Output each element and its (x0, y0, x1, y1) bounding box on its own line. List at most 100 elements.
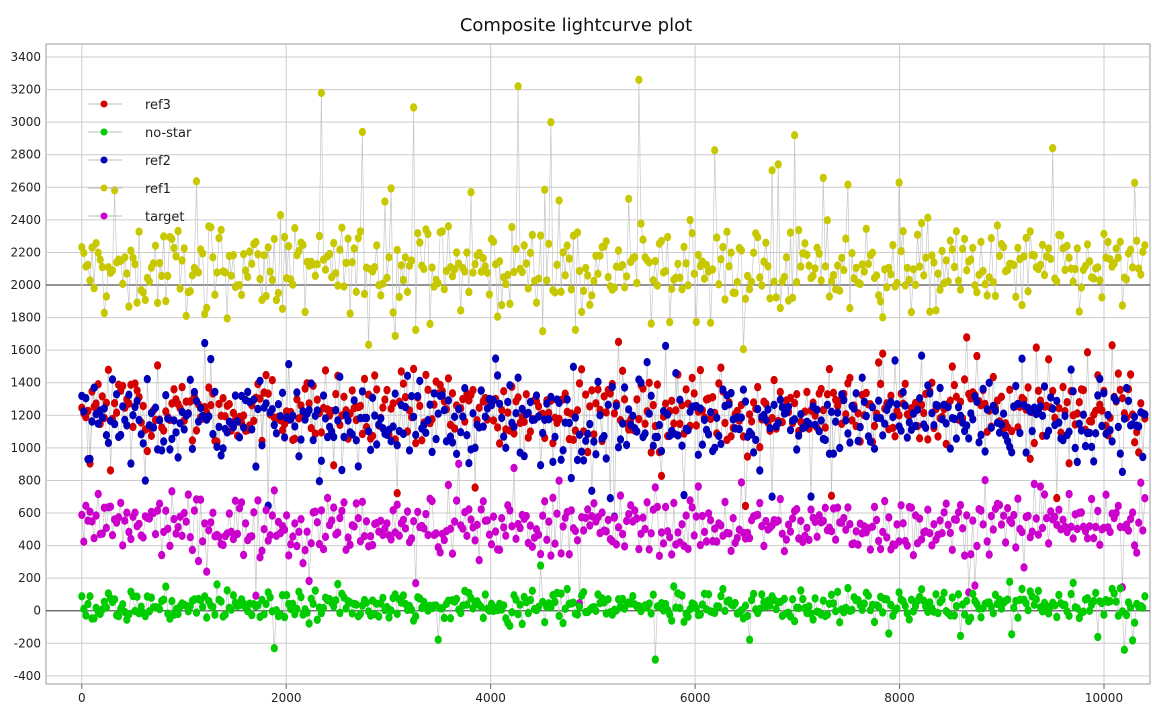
data-point-ref1 (959, 244, 967, 254)
data-point-ref1 (496, 257, 504, 266)
data-point-target (1045, 539, 1053, 548)
data-point-ref1 (834, 261, 842, 270)
data-point-target (248, 532, 256, 541)
data-point-ref1 (766, 294, 774, 303)
data-point-target (209, 508, 217, 517)
data-point-ref1 (981, 280, 989, 289)
data-point-ref2 (952, 434, 961, 443)
data-point-ref1 (858, 260, 866, 269)
data-point-ref1 (119, 279, 127, 288)
data-point-target (924, 505, 932, 514)
data-point-ref3 (754, 382, 762, 392)
data-point-ref1 (815, 249, 823, 258)
data-point-target (1090, 534, 1098, 543)
data-point-no-star (932, 590, 940, 599)
data-point-target (201, 519, 209, 528)
data-point-ref3 (575, 379, 584, 388)
data-point-ref2 (750, 448, 758, 457)
data-point-ref1 (262, 291, 270, 301)
data-point-no-star (705, 590, 713, 599)
data-point-ref1 (637, 219, 645, 228)
data-point-ref2 (111, 419, 119, 429)
data-point-ref3 (1108, 341, 1116, 350)
data-point-ref1 (877, 297, 885, 306)
data-point-target (350, 522, 358, 531)
data-point-ref3 (496, 439, 504, 448)
data-point-target (379, 530, 387, 540)
data-point-ref3 (1026, 454, 1034, 463)
data-point-target (502, 531, 510, 540)
data-point-ref1 (666, 317, 674, 327)
data-point-no-star (266, 593, 274, 602)
data-point-ref2 (616, 435, 625, 444)
data-point-ref2 (494, 371, 502, 380)
data-point-ref2 (1014, 399, 1022, 409)
data-point-target (1141, 494, 1149, 503)
data-point-target (1059, 515, 1067, 524)
data-point-ref1 (664, 232, 672, 242)
data-point-ref3 (330, 461, 338, 470)
data-point-ref1 (578, 307, 586, 317)
data-point-target (682, 511, 690, 520)
data-point-target (444, 480, 452, 490)
data-point-ref1 (702, 260, 711, 270)
data-point-no-star (313, 615, 321, 624)
data-point-target (555, 476, 563, 485)
data-point-ref1 (721, 295, 729, 304)
data-point-ref1 (389, 308, 397, 317)
data-point-ref1 (401, 253, 409, 262)
data-point-target (1024, 511, 1032, 521)
data-point-ref2 (680, 490, 688, 500)
data-point-no-star (477, 603, 485, 612)
data-point-no-star (551, 597, 559, 607)
data-point-ref1 (541, 185, 549, 194)
data-point-ref2 (612, 401, 621, 410)
data-point-ref2 (657, 446, 666, 456)
data-point-ref1 (1030, 251, 1038, 260)
data-point-target (635, 544, 643, 554)
data-point-ref2 (256, 376, 264, 386)
data-point-ref2 (905, 418, 913, 427)
data-point-ref2 (1106, 426, 1114, 435)
data-point-ref1 (797, 262, 805, 271)
data-point-ref1 (272, 295, 280, 305)
data-point-target (516, 523, 524, 533)
data-point-target (930, 520, 938, 529)
data-point-ref1 (692, 317, 700, 327)
data-point-ref2 (1022, 448, 1030, 457)
data-point-ref2 (1094, 391, 1102, 400)
y-tick-label: 2200 (10, 245, 41, 259)
data-point-ref3 (1137, 399, 1145, 408)
data-point-target (178, 531, 186, 540)
data-point-ref2 (791, 415, 799, 424)
data-point-ref1 (717, 255, 725, 264)
data-point-ref3 (131, 379, 139, 388)
data-point-target (258, 546, 266, 555)
data-point-ref1 (551, 288, 559, 297)
data-point-ref2 (1141, 410, 1149, 419)
data-point-target (543, 535, 551, 544)
data-point-ref1 (688, 229, 696, 238)
data-point-target (420, 524, 428, 533)
data-point-ref1 (344, 234, 352, 243)
data-point-target (131, 508, 139, 517)
data-point-ref3 (397, 367, 405, 376)
data-point-no-star (573, 610, 582, 619)
data-point-ref1 (108, 266, 117, 275)
data-point-ref2 (526, 397, 535, 407)
data-point-ref3 (821, 423, 829, 432)
data-point-target (1055, 505, 1063, 514)
data-point-target (1135, 518, 1143, 527)
data-point-ref3 (645, 378, 653, 387)
data-point-ref3 (606, 389, 614, 398)
data-point-ref2 (604, 400, 612, 409)
data-point-ref1 (817, 276, 825, 285)
data-point-no-star (248, 610, 256, 620)
data-point-no-star (297, 592, 305, 602)
data-point-ref3 (215, 399, 223, 409)
data-point-ref1 (936, 285, 944, 294)
data-point-ref3 (1075, 398, 1083, 407)
data-point-ref3 (1098, 406, 1106, 415)
data-point-ref1 (682, 259, 690, 268)
